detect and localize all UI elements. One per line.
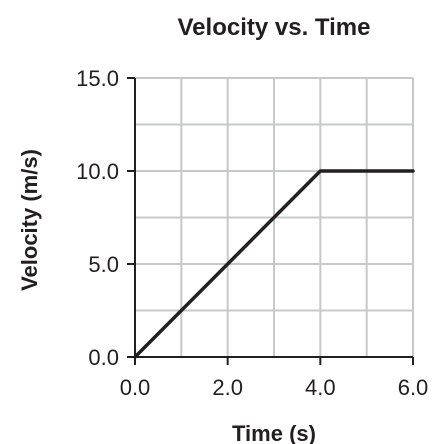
x-tick-label: 6.0 bbox=[398, 375, 429, 400]
axes bbox=[127, 77, 414, 365]
x-tick-label: 0.0 bbox=[120, 375, 151, 400]
x-tick-label: 4.0 bbox=[305, 375, 336, 400]
y-tick-label: 10.0 bbox=[76, 159, 119, 184]
y-tick-label: 0.0 bbox=[88, 345, 119, 370]
y-axis-label: Velocity (m/s) bbox=[17, 149, 42, 291]
y-tick-label: 15.0 bbox=[76, 66, 119, 91]
x-tick-label: 2.0 bbox=[212, 375, 243, 400]
data-series bbox=[133, 169, 415, 359]
velocity-series-line bbox=[133, 169, 415, 359]
tick-labels: 0.0 2.0 4.0 6.0 0.0 5.0 10.0 15.0 bbox=[76, 66, 428, 400]
grid-lines bbox=[134, 77, 414, 358]
chart-title: Velocity vs. Time bbox=[178, 14, 371, 41]
x-axis-label: Time (s) bbox=[232, 421, 316, 444]
y-tick-label: 5.0 bbox=[88, 252, 119, 277]
